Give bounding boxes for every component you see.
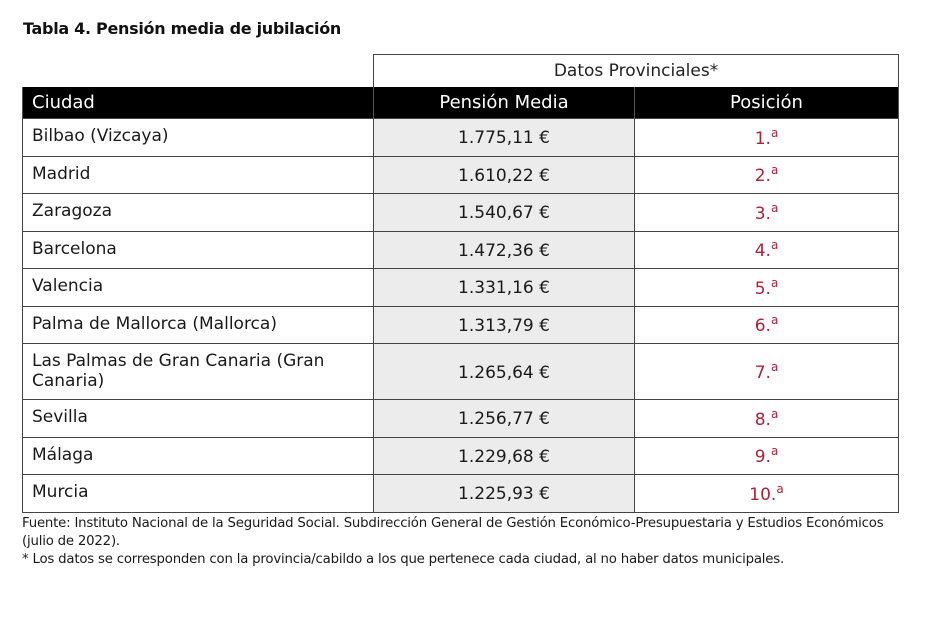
position-cell: 2.a: [633, 155, 900, 194]
position-number: 5.: [754, 278, 771, 299]
position-number: 3.: [754, 203, 771, 224]
footnote: * Los datos se corresponden con la provi…: [22, 552, 785, 567]
table-row: Madrid 1.610,22 € 2.a: [22, 155, 900, 194]
table-row: Bilbao (Vizcaya) 1.775,11 € 1.a: [22, 118, 900, 157]
ordinal-suffix: a: [770, 238, 779, 253]
position-cell: 5.a: [633, 268, 900, 307]
pension-cell: 1.775,11 €: [373, 118, 635, 157]
pension-cell: 1.331,16 €: [373, 268, 635, 307]
position-number: 9.: [754, 447, 771, 468]
city-cell: Zaragoza: [22, 193, 374, 232]
position-number: 10.: [749, 484, 777, 505]
pension-cell: 1.313,79 €: [373, 305, 635, 344]
city-cell: Palma de Mallorca (Mallorca): [22, 305, 374, 344]
column-header-row: Ciudad Pensión Media Posición: [22, 87, 900, 119]
table-row: Málaga 1.229,68 € 9.a: [22, 436, 900, 475]
table-row: Valencia 1.331,16 € 5.a: [22, 268, 900, 307]
table-row: Murcia 1.225,93 € 10.a: [22, 474, 900, 513]
table-title: Tabla 4. Pensión media de jubilación: [23, 19, 342, 38]
table-row: Las Palmas de Gran Canaria (Gran Canaria…: [22, 343, 900, 400]
position-number: 6.: [754, 316, 771, 337]
table-row: Sevilla 1.256,77 € 8.a: [22, 399, 900, 438]
ordinal-suffix: a: [770, 444, 779, 459]
city-cell: Las Palmas de Gran Canaria (Gran Canaria…: [22, 343, 374, 400]
position-number: 8.: [754, 409, 771, 430]
city-cell: Valencia: [22, 268, 374, 307]
city-cell: Málaga: [22, 436, 374, 475]
ordinal-suffix: a: [776, 481, 784, 496]
ordinal-suffix: a: [770, 313, 779, 328]
city-cell: Murcia: [22, 474, 374, 513]
position-cell: 4.a: [633, 230, 900, 269]
pension-cell: 1.225,93 €: [373, 474, 635, 513]
position-cell: 9.a: [633, 436, 900, 475]
city-cell: Bilbao (Vizcaya): [22, 118, 374, 157]
ordinal-suffix: a: [770, 125, 779, 140]
pension-table: Datos Provinciales* Ciudad Pensión Media…: [22, 54, 900, 513]
column-header-position: Posición: [633, 87, 900, 119]
ordinal-suffix: a: [770, 406, 779, 421]
pension-cell: 1.229,68 €: [373, 436, 635, 475]
city-cell: Sevilla: [22, 399, 374, 438]
position-number: 2.: [754, 166, 771, 187]
column-header-city: Ciudad: [22, 87, 374, 119]
city-cell: Madrid: [22, 155, 374, 194]
ordinal-suffix: a: [770, 163, 779, 178]
pension-cell: 1.472,36 €: [373, 230, 635, 269]
pension-cell: 1.265,64 €: [373, 343, 635, 400]
ordinal-suffix: a: [770, 275, 779, 290]
group-header-provincial: Datos Provinciales*: [372, 54, 900, 87]
blank-cell: [23, 55, 374, 88]
position-number: 1.: [754, 128, 771, 149]
position-cell: 6.a: [633, 305, 900, 344]
city-cell: Barcelona: [22, 230, 374, 269]
column-header-pension: Pensión Media: [373, 87, 635, 119]
table-row: Barcelona 1.472,36 € 4.a: [22, 230, 900, 269]
table-notes: Fuente: Instituto Nacional de la Segurid…: [22, 515, 912, 569]
position-cell: 10.a: [633, 474, 900, 513]
position-number: 7.: [754, 363, 771, 383]
position-cell: 1.a: [633, 118, 900, 157]
position-number: 4.: [754, 241, 771, 262]
group-header-row: Datos Provinciales*: [23, 54, 900, 88]
source-note: Fuente: Instituto Nacional de la Segurid…: [22, 516, 884, 549]
pension-cell: 1.540,67 €: [373, 193, 635, 232]
pension-cell: 1.256,77 €: [373, 399, 635, 438]
table-row: Zaragoza 1.540,67 € 3.a: [22, 193, 900, 232]
table-row: Palma de Mallorca (Mallorca) 1.313,79 € …: [22, 305, 900, 344]
position-cell: 7.a: [633, 343, 900, 400]
ordinal-suffix: a: [770, 200, 779, 215]
position-cell: 8.a: [633, 399, 900, 438]
pension-cell: 1.610,22 €: [373, 155, 635, 194]
ordinal-suffix: a: [770, 360, 779, 374]
position-cell: 3.a: [633, 193, 900, 232]
